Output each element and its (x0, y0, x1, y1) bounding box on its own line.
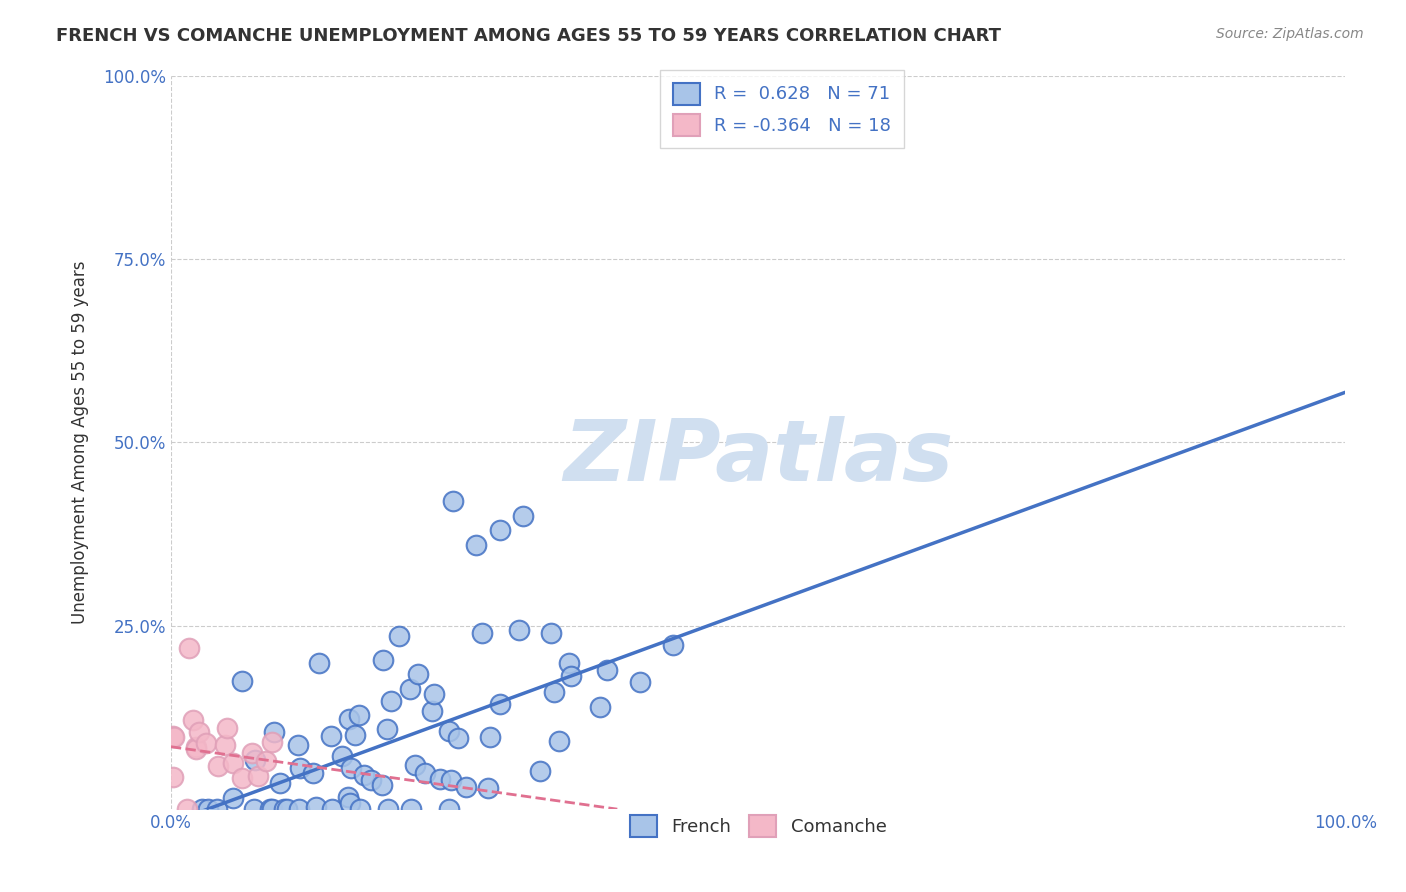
Point (207, 802, 229, 816)
Point (371, 778, 394, 792)
Point (489, 524, 512, 538)
Point (529, 764, 551, 778)
Point (305, 800, 328, 814)
Point (243, 753, 266, 767)
Point (543, 685, 565, 699)
Point (479, 730, 502, 744)
Point (408, 666, 430, 681)
Point (260, 802, 283, 816)
Point (340, 761, 363, 775)
Point (177, 640, 200, 655)
Point (465, 538, 488, 552)
Text: FRENCH VS COMANCHE UNEMPLOYMENT AMONG AGES 55 TO 59 YEARS CORRELATION CHART: FRENCH VS COMANCHE UNEMPLOYMENT AMONG AG… (56, 27, 1001, 45)
Point (321, 802, 343, 816)
Point (488, 697, 510, 711)
Point (447, 731, 470, 745)
Point (371, 653, 394, 667)
Point (163, 730, 186, 744)
Point (240, 746, 263, 760)
Point (437, 802, 460, 816)
Point (276, 802, 298, 816)
Point (263, 725, 285, 739)
Point (288, 761, 311, 775)
Point (162, 770, 184, 784)
Point (183, 713, 205, 727)
Point (399, 681, 422, 696)
Point (343, 728, 366, 742)
Point (207, 759, 229, 773)
Point (589, 700, 612, 714)
Point (186, 741, 208, 756)
Point (347, 707, 370, 722)
Point (440, 773, 463, 788)
Point (254, 754, 277, 768)
Point (191, 802, 214, 816)
Point (273, 802, 295, 816)
Text: ZIPatlas: ZIPatlas (562, 416, 953, 499)
Point (558, 657, 581, 671)
Point (420, 704, 443, 718)
Point (243, 802, 266, 816)
Point (540, 626, 562, 640)
Point (222, 791, 245, 805)
Point (222, 756, 245, 770)
Point (195, 736, 218, 750)
Point (308, 656, 330, 670)
Point (662, 639, 685, 653)
Point (512, 508, 534, 523)
Point (547, 734, 569, 748)
Point (401, 802, 423, 816)
Text: Source: ZipAtlas.com: Source: ZipAtlas.com (1216, 27, 1364, 41)
Point (454, 780, 477, 794)
Point (330, 748, 353, 763)
Point (388, 629, 411, 643)
Point (628, 675, 651, 690)
Point (247, 769, 270, 783)
Point (176, 802, 198, 816)
Legend: French, Comanche: French, Comanche (623, 807, 894, 844)
Point (508, 624, 530, 638)
Point (259, 802, 281, 816)
Point (231, 771, 253, 785)
Point (477, 781, 499, 796)
Point (560, 669, 582, 683)
Point (336, 790, 359, 805)
Point (269, 776, 291, 790)
Point (339, 796, 361, 810)
Point (302, 765, 325, 780)
Point (339, 712, 361, 726)
Point (415, 765, 437, 780)
Point (429, 772, 451, 786)
Point (596, 664, 619, 678)
Point (215, 721, 238, 735)
Point (353, 768, 375, 782)
Point (288, 802, 311, 816)
Point (214, 738, 236, 752)
Point (184, 739, 207, 754)
Point (187, 724, 209, 739)
Point (319, 730, 342, 744)
Point (375, 722, 398, 736)
Point (471, 626, 494, 640)
Point (360, 772, 382, 787)
Point (404, 758, 426, 772)
Point (162, 729, 184, 743)
Point (423, 687, 446, 701)
Y-axis label: Unemployment Among Ages 55 to 59 years: Unemployment Among Ages 55 to 59 years (72, 260, 89, 624)
Point (262, 735, 284, 749)
Point (437, 724, 460, 739)
Point (197, 802, 219, 816)
Point (349, 802, 371, 816)
Point (441, 494, 464, 508)
Point (231, 673, 253, 688)
Point (377, 802, 399, 816)
Point (380, 694, 402, 708)
Point (287, 739, 309, 753)
